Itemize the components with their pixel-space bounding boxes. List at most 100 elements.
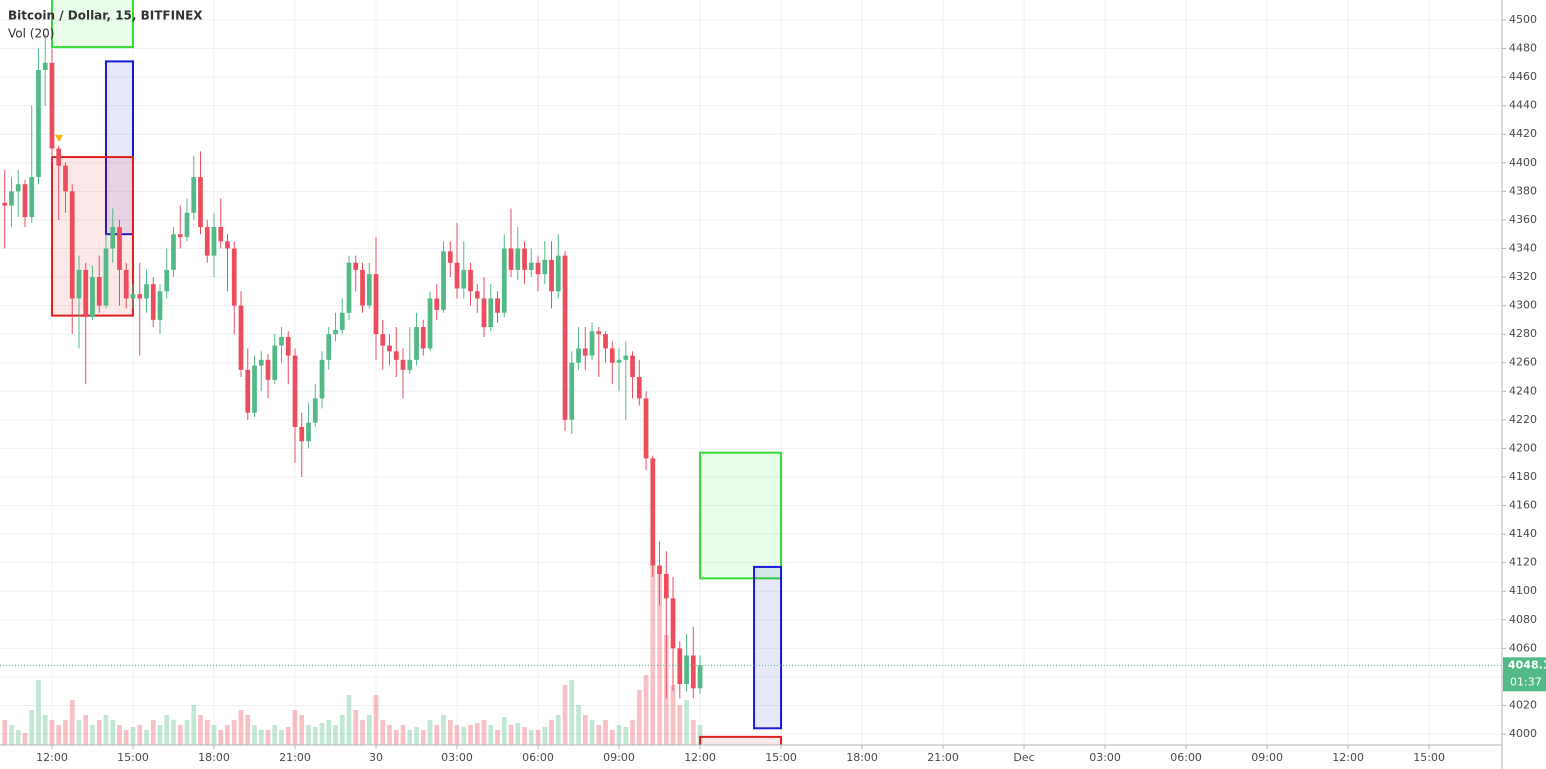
volume-bar [9,725,14,745]
candle-body [468,269,473,292]
volume-bar [198,715,203,745]
y-tick-label: 4100 [1509,584,1537,597]
candle-body [603,334,608,349]
candle-body [454,262,460,289]
volume-bar [22,733,28,745]
countdown-label: 01:37 [1510,675,1542,688]
volume-bar [508,725,514,745]
volume-bar [144,730,149,745]
candle-body [589,331,595,356]
x-tick-label: 18:00 [846,751,878,764]
x-tick-label: 09:00 [603,751,635,764]
candle-body [684,655,689,685]
candle-body [690,655,696,689]
candle-body [164,269,170,292]
volume-bar [650,565,656,745]
volume-bar [312,727,318,745]
candle-body [36,69,41,178]
volume-bar [481,720,487,745]
candle-body [29,177,35,218]
y-tick-label: 4400 [1509,156,1537,169]
candle-body [488,298,494,328]
volume-bar [657,570,662,745]
y-tick-label: 4080 [1509,613,1537,626]
volume-bar [400,725,406,745]
volume-bar [137,725,143,745]
volume-bar [29,710,35,745]
volume-bar [171,720,176,745]
drawings [50,0,783,745]
volume-bar [319,723,325,745]
candle-body [326,334,332,360]
drawing-box [104,60,134,236]
volume-bar [339,715,345,745]
volume-bar [117,725,122,745]
y-tick-label: 4120 [1509,556,1537,569]
volume-bar [63,720,68,745]
candle-body [103,248,109,306]
candle-body [231,248,237,306]
candle-body [549,259,554,292]
candle-body [49,62,55,149]
candle-body [252,365,257,413]
volume-bar [366,715,372,745]
volume-bar [562,685,568,745]
candle-body [387,345,392,352]
volume-bar [576,705,581,745]
candle-body [177,234,183,238]
volume-bar [265,730,271,745]
candle-body [596,331,602,335]
drawing-box [699,451,783,580]
volume-bar [454,725,460,745]
y-tick-label: 4020 [1509,698,1537,711]
volume-bar [441,715,446,745]
volume-bar [549,720,554,745]
volume-bar [69,700,75,745]
volume-bar [285,727,291,745]
x-tick-label: 15:00 [1413,751,1445,764]
candle-body [238,305,244,370]
candle-body [144,284,149,299]
volume-bar [123,730,129,745]
candle-body [292,355,298,427]
volume-bar [15,730,21,745]
y-tick-label: 4140 [1509,527,1537,540]
volume-bar [535,730,541,745]
volume-bar [56,725,62,745]
y-tick-label: 4300 [1509,299,1537,312]
x-tick-label: 15:00 [117,751,149,764]
candle-body [137,294,143,299]
candle-body [285,337,291,356]
candle-body [515,248,521,270]
volume-bar [468,725,473,745]
candle-body [265,359,271,380]
chart-title: Bitcoin / Dollar, 15, BITFINEX [8,9,203,23]
candle-body [441,251,446,310]
volume-bar [2,720,8,745]
candle-body [258,359,264,366]
y-tick-label: 4340 [1509,241,1537,254]
volume-bar [231,720,237,745]
candle-body [366,274,372,306]
volume-bar [353,710,359,745]
volume-bar [495,730,500,745]
x-tick-label: 03:00 [441,751,473,764]
candle-body [576,348,581,363]
volume-bar [211,725,217,745]
y-tick-label: 4380 [1509,184,1537,197]
candle-body [407,359,413,370]
volume-bar [474,723,480,745]
volume-bar [501,717,507,745]
volume-bar [360,720,365,745]
volume-bar [697,725,703,745]
volume-bar [346,695,352,745]
volume-bar [42,715,48,745]
volume-bar [103,715,109,745]
volume-bar [690,720,696,745]
x-tick-label: 12:00 [1332,751,1364,764]
candle-body [218,227,224,242]
candle-body [420,327,426,349]
candle-body [636,376,642,399]
y-tick-label: 4060 [1509,641,1537,654]
volume-bar [596,725,602,745]
